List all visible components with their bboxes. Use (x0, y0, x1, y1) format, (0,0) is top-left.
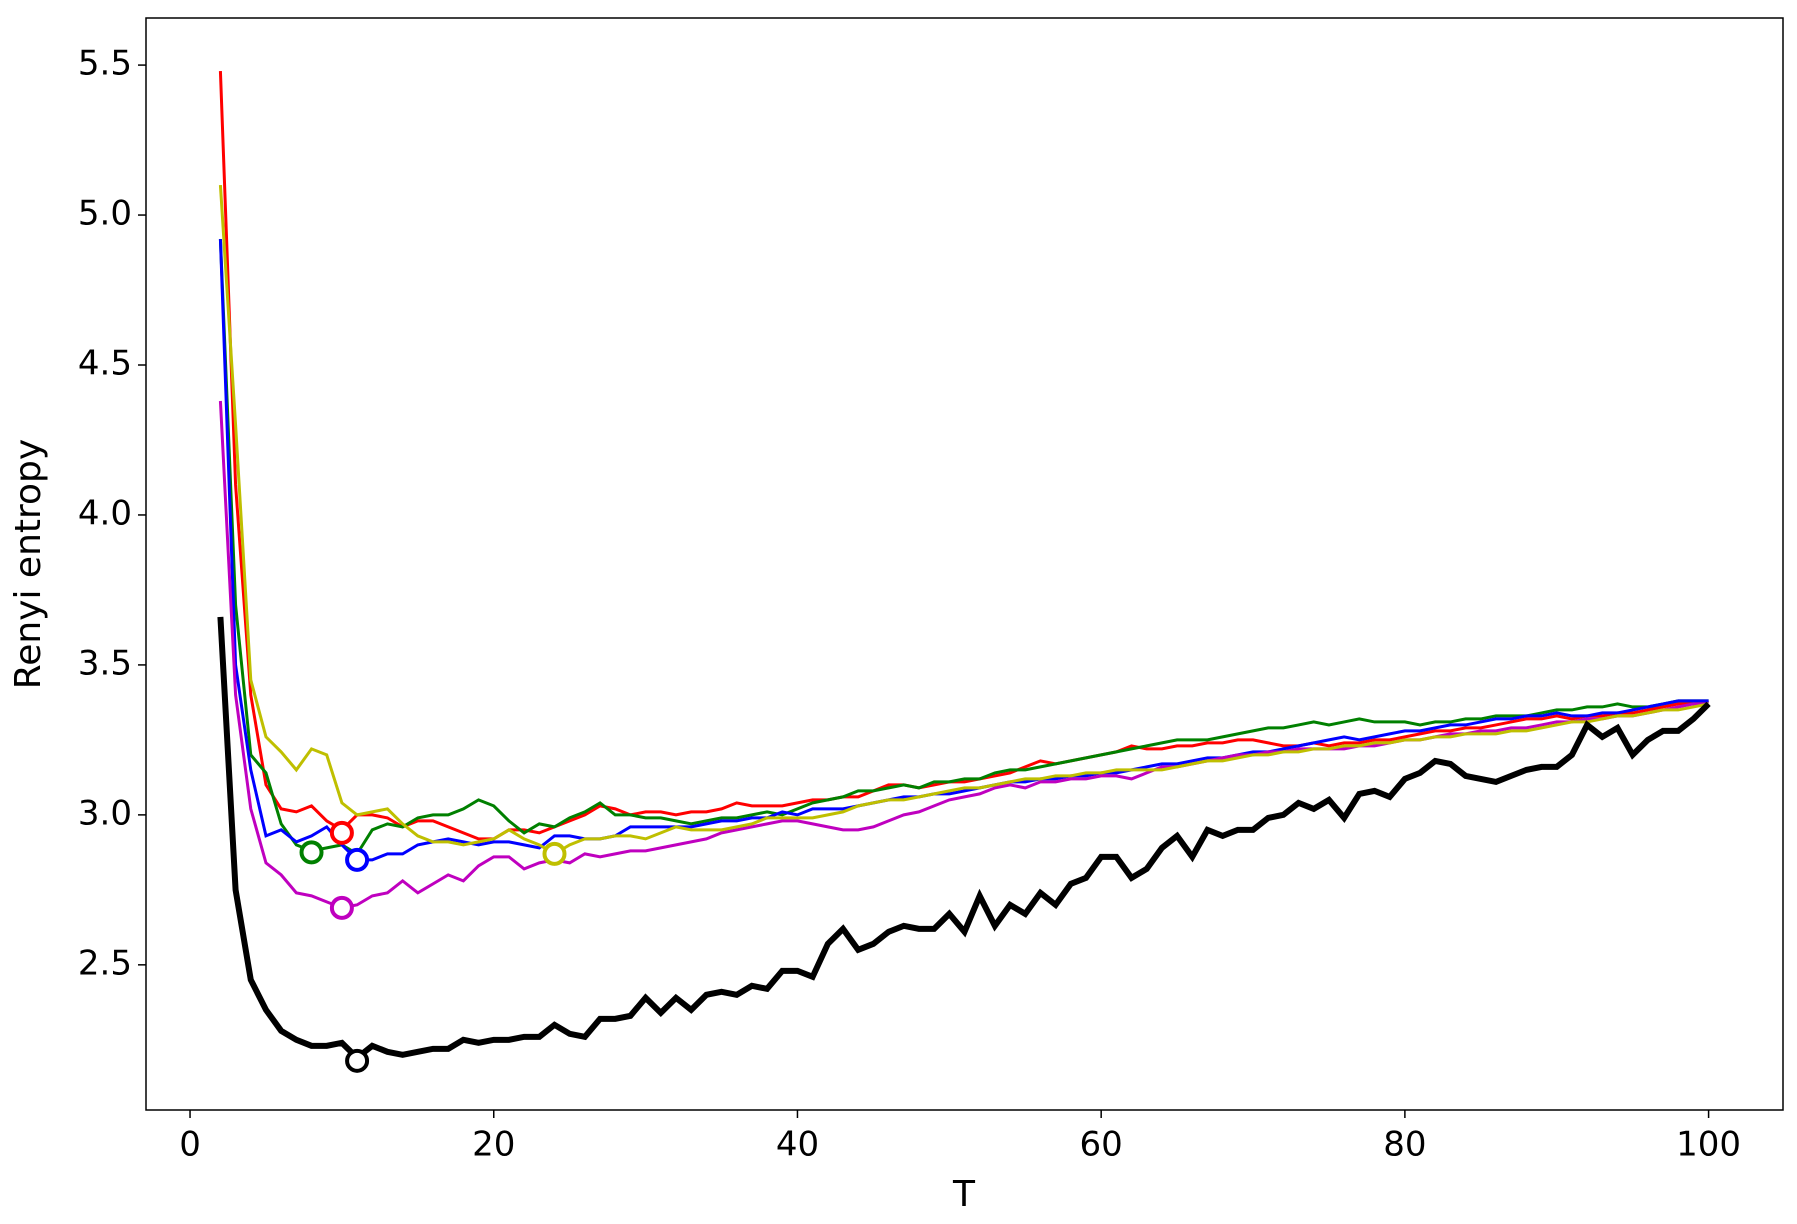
x-tick-label: 60 (1080, 1125, 1123, 1165)
x-tick-label: 40 (776, 1125, 819, 1165)
series-line (217, 616, 1711, 1062)
y-tick-label: 3.5 (78, 643, 132, 683)
minimum-marker (542, 841, 567, 866)
x-tick-label: 20 (472, 1125, 515, 1165)
y-tick-label: 4.0 (78, 493, 132, 533)
minimum-marker (329, 820, 354, 845)
y-tick-label: 2.5 (78, 943, 132, 983)
minimum-marker (299, 840, 324, 865)
x-tick-label: 0 (179, 1125, 201, 1165)
y-tick-label: 5.5 (78, 44, 132, 84)
plot-frame (145, 17, 1784, 1111)
x-tick-label: 100 (1676, 1125, 1741, 1165)
minimum-marker (345, 847, 370, 872)
x-axis-label: T (952, 1174, 976, 1215)
y-tick-label: 5.0 (78, 194, 132, 234)
series-line (218, 238, 1709, 856)
y-tick-label: 4.5 (78, 344, 132, 384)
minimum-marker (329, 895, 354, 920)
y-tick-label: 3.0 (78, 793, 132, 833)
y-axis-label: Renyi entropy (8, 439, 49, 689)
series-line (218, 71, 1709, 841)
minimum-marker (345, 1048, 370, 1073)
series-line (218, 400, 1709, 910)
x-tick-label: 80 (1383, 1125, 1426, 1165)
series-line (218, 184, 1709, 856)
series-line (218, 238, 1709, 862)
